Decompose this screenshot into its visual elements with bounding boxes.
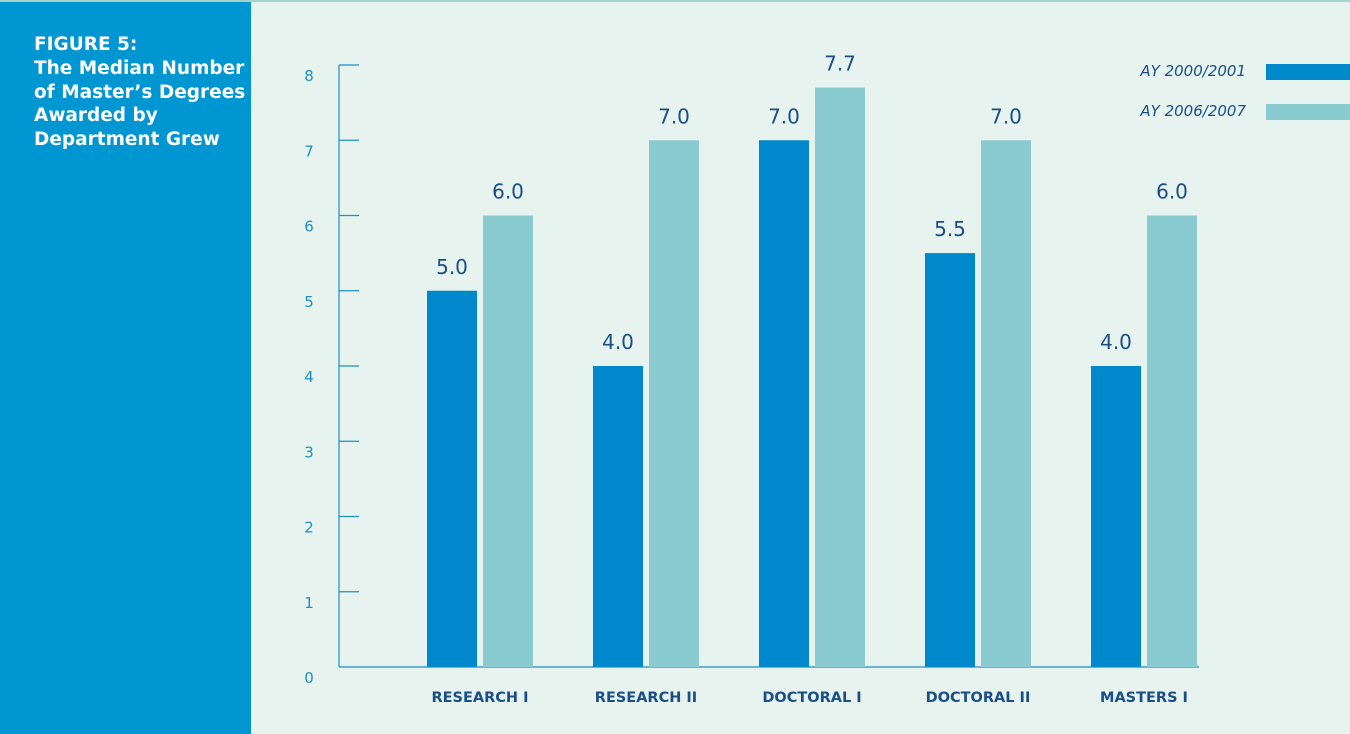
y-tick-label: 1 [304, 594, 314, 612]
y-tick-label: 8 [304, 67, 314, 85]
category-label: RESEARCH I [431, 690, 528, 706]
category-label: MASTERS I [1100, 690, 1188, 706]
category-label: RESEARCH II [595, 690, 697, 706]
y-tick-label: 2 [304, 519, 314, 537]
bar-value-label: 5.0 [436, 255, 468, 279]
bar [1147, 215, 1197, 667]
category-label: DOCTORAL II [926, 690, 1031, 706]
figure-sidebar: FIGURE 5: The Median Number of Master’s … [0, 2, 251, 734]
bar [981, 140, 1031, 667]
bar-value-label: 7.0 [768, 104, 800, 128]
legend-swatch [1266, 64, 1350, 80]
bar-value-label: 7.0 [658, 104, 690, 128]
bar-value-label: 6.0 [1156, 180, 1188, 204]
bar [815, 87, 865, 667]
bar [1091, 366, 1141, 667]
y-tick-label: 4 [304, 368, 314, 386]
bar [593, 366, 643, 667]
legend-swatch [1266, 104, 1350, 120]
y-tick-label: 3 [304, 443, 314, 461]
category-label: DOCTORAL I [762, 690, 861, 706]
bar [759, 140, 809, 667]
bar [925, 253, 975, 667]
bar-value-label: 4.0 [1100, 330, 1132, 354]
bar [427, 290, 477, 667]
figure-label: FIGURE 5: [34, 34, 138, 55]
bar-value-label: 7.0 [990, 104, 1022, 128]
bar [483, 215, 533, 667]
bar-value-label: 4.0 [602, 330, 634, 354]
bar-value-label: 5.5 [934, 217, 966, 241]
bar-chart: 0 1 2 3 4 5 6 7 8 5.0 6.0 RESEARCH I 4.0 7.0 RESEARCH … [304, 52, 1350, 706]
legend-label: AY 2006/2007 [1139, 102, 1246, 120]
figure-title: The Median Number of Master’s Degrees Aw… [34, 58, 246, 150]
bar [649, 140, 699, 667]
y-tick-label: 6 [304, 218, 314, 236]
y-tick-label: 7 [304, 142, 314, 160]
y-tick-label: 5 [304, 293, 314, 311]
bar-value-label: 6.0 [492, 180, 524, 204]
bar-value-label: 7.7 [824, 52, 856, 76]
y-tick-label: 0 [304, 669, 314, 687]
legend-label: AY 2000/2001 [1139, 62, 1246, 80]
